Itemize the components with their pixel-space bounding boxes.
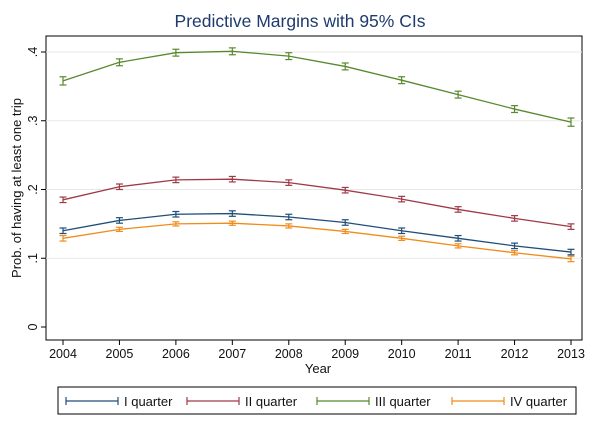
legend-item-3: III quarter: [316, 394, 431, 409]
x-axis-title: Year: [305, 361, 332, 376]
error-bar: [454, 243, 462, 249]
series-1: [59, 210, 575, 256]
error-bar: [172, 48, 180, 57]
legend-item-2: II quarter: [186, 394, 298, 409]
error-bar: [511, 215, 519, 222]
series-line: [62, 222, 572, 260]
legend-label: III quarter: [375, 394, 431, 409]
error-bar: [172, 210, 180, 218]
x-axis: 2004 2005 2006 2007 2008 2009 2010 2011 2012 2013: [49, 340, 585, 361]
error-bar: [341, 219, 349, 226]
error-bar: [115, 217, 123, 224]
y-tick-label: 0: [26, 323, 40, 330]
error-bar: [398, 227, 406, 235]
error-bar: [567, 117, 575, 127]
error-bar: [398, 195, 406, 203]
error-bar: [228, 210, 236, 217]
x-tick-label: 2006: [162, 347, 190, 361]
series-4: [59, 220, 575, 263]
y-tick-label: .4: [26, 47, 40, 57]
series-line: [62, 178, 572, 228]
error-bar: [341, 228, 349, 235]
legend-label: II quarter: [245, 394, 298, 409]
error-bar: [285, 179, 293, 186]
x-tick-label: 2010: [388, 347, 416, 361]
y-axis-title: Prob. of having at least one trip: [9, 98, 24, 278]
error-bar: [285, 52, 293, 61]
x-tick-label: 2005: [106, 347, 134, 361]
error-bar: [285, 213, 293, 221]
error-bar: [172, 221, 180, 227]
error-bar: [454, 206, 462, 213]
plot-area: [45, 35, 583, 341]
error-bar: [398, 235, 406, 241]
x-tick-label: 2008: [275, 347, 303, 361]
gridlines: [46, 51, 582, 259]
series-group: [59, 47, 575, 263]
error-bar: [59, 234, 67, 242]
x-tick-label: 2004: [49, 347, 77, 361]
x-tick-label: 2007: [218, 347, 246, 361]
error-bar: [511, 242, 519, 250]
error-bar: [454, 234, 462, 242]
series-2: [59, 175, 575, 230]
error-bar: [59, 196, 67, 204]
series-3: [59, 47, 575, 127]
series-line: [62, 212, 572, 253]
error-bar: [172, 176, 180, 184]
error-bar: [115, 58, 123, 67]
error-bar: [341, 62, 349, 71]
x-tick-label: 2012: [501, 347, 529, 361]
error-bar: [567, 248, 575, 256]
error-bar: [398, 76, 406, 85]
legend: I quarter II quarter III quarter IV quarter: [57, 386, 577, 415]
error-bar: [59, 76, 67, 86]
error-bar: [567, 223, 575, 230]
y-axis: 0 .1 .2 .3 .4: [26, 47, 46, 330]
x-tick-label: 2013: [557, 347, 585, 361]
legend-label: IV quarter: [510, 394, 568, 409]
error-bar: [341, 186, 349, 194]
x-tick-label: 2009: [331, 347, 359, 361]
legend-item-1: I quarter: [65, 394, 173, 409]
error-bar: [511, 105, 519, 114]
series-line: [62, 50, 572, 123]
error-bar: [228, 175, 236, 183]
y-tick-label: .2: [26, 184, 40, 194]
y-tick-label: .3: [26, 115, 40, 125]
error-bar: [228, 220, 236, 226]
legend-label: I quarter: [124, 394, 173, 409]
error-bar: [228, 47, 236, 56]
error-bar: [115, 226, 123, 233]
error-bar: [511, 250, 519, 256]
error-bar: [567, 255, 575, 263]
error-bar: [115, 183, 123, 191]
error-bar: [285, 223, 293, 229]
error-bar: [59, 227, 67, 235]
y-tick-label: .1: [26, 253, 40, 263]
error-bar: [454, 90, 462, 99]
x-tick-label: 2011: [445, 347, 472, 361]
legend-item-4: IV quarter: [451, 394, 568, 409]
chart-title: Predictive Margins with 95% CIs: [175, 11, 426, 31]
